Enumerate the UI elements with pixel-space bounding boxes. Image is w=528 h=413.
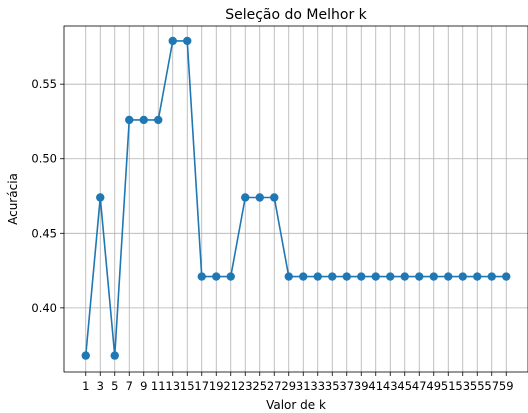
x-tick-label: 47 — [412, 379, 427, 393]
x-tick-label: 3 — [97, 379, 104, 393]
data-point — [154, 116, 162, 124]
x-tick-label: 9 — [140, 379, 147, 393]
data-point — [125, 116, 133, 124]
data-point — [82, 351, 90, 359]
data-point — [183, 37, 191, 45]
x-tick-label: 59 — [499, 379, 514, 393]
series-group — [82, 37, 511, 360]
x-tick-label: 19 — [209, 379, 224, 393]
y-tick-label: 0.45 — [31, 226, 57, 240]
data-point — [459, 272, 467, 280]
x-tick-label: 25 — [252, 379, 267, 393]
x-tick-label: 39 — [354, 379, 369, 393]
plot-frame — [64, 26, 528, 372]
x-tick-label: 21 — [223, 379, 238, 393]
x-tick-label: 37 — [339, 379, 354, 393]
y-tick-label: 0.55 — [31, 77, 57, 91]
x-tick-label: 43 — [383, 379, 398, 393]
data-point — [430, 272, 438, 280]
x-tick-label: 55 — [470, 379, 485, 393]
data-point — [314, 272, 322, 280]
x-tick-label: 17 — [194, 379, 209, 393]
grid-lines — [64, 26, 528, 372]
x-tick-label: 13 — [165, 379, 180, 393]
data-point — [473, 272, 481, 280]
chart-title: Seleção do Melhor k — [225, 7, 367, 23]
data-point — [502, 272, 510, 280]
y-axis-title: Acurácia — [6, 173, 20, 225]
x-tick-label: 41 — [368, 379, 383, 393]
data-point — [488, 272, 496, 280]
data-point — [270, 193, 278, 201]
data-point — [357, 272, 365, 280]
x-tick-label: 1 — [82, 379, 89, 393]
data-point — [415, 272, 423, 280]
data-point — [212, 272, 220, 280]
x-axis-title: Valor de k — [266, 398, 326, 412]
data-point — [96, 193, 104, 201]
data-point — [111, 351, 119, 359]
x-tick-label: 7 — [126, 379, 133, 393]
data-point — [140, 116, 148, 124]
x-tick-label: 27 — [267, 379, 282, 393]
data-point — [256, 193, 264, 201]
data-point — [169, 37, 177, 45]
y-tick-label: 0.40 — [31, 301, 57, 315]
data-point — [299, 272, 307, 280]
data-point — [328, 272, 336, 280]
x-tick-label: 33 — [310, 379, 325, 393]
data-point — [386, 272, 394, 280]
x-tick-label: 11 — [151, 379, 166, 393]
x-tick-label: 45 — [397, 379, 412, 393]
data-point — [241, 193, 249, 201]
data-point — [198, 272, 206, 280]
y-tick-label: 0.50 — [31, 152, 57, 166]
x-tick-label: 5 — [111, 379, 118, 393]
x-tick-label: 29 — [281, 379, 296, 393]
x-tick-label: 57 — [484, 379, 499, 393]
x-tick-label: 51 — [441, 379, 456, 393]
x-tick-label: 35 — [325, 379, 340, 393]
data-point — [227, 272, 235, 280]
x-tick-label: 31 — [296, 379, 311, 393]
x-tick-label: 49 — [426, 379, 441, 393]
data-point — [343, 272, 351, 280]
data-point — [401, 272, 409, 280]
series-line — [86, 41, 507, 356]
data-point — [285, 272, 293, 280]
data-point — [372, 272, 380, 280]
data-point — [444, 272, 452, 280]
x-tick-label: 53 — [455, 379, 470, 393]
x-tick-label: 15 — [180, 379, 195, 393]
x-tick-label: 23 — [238, 379, 253, 393]
